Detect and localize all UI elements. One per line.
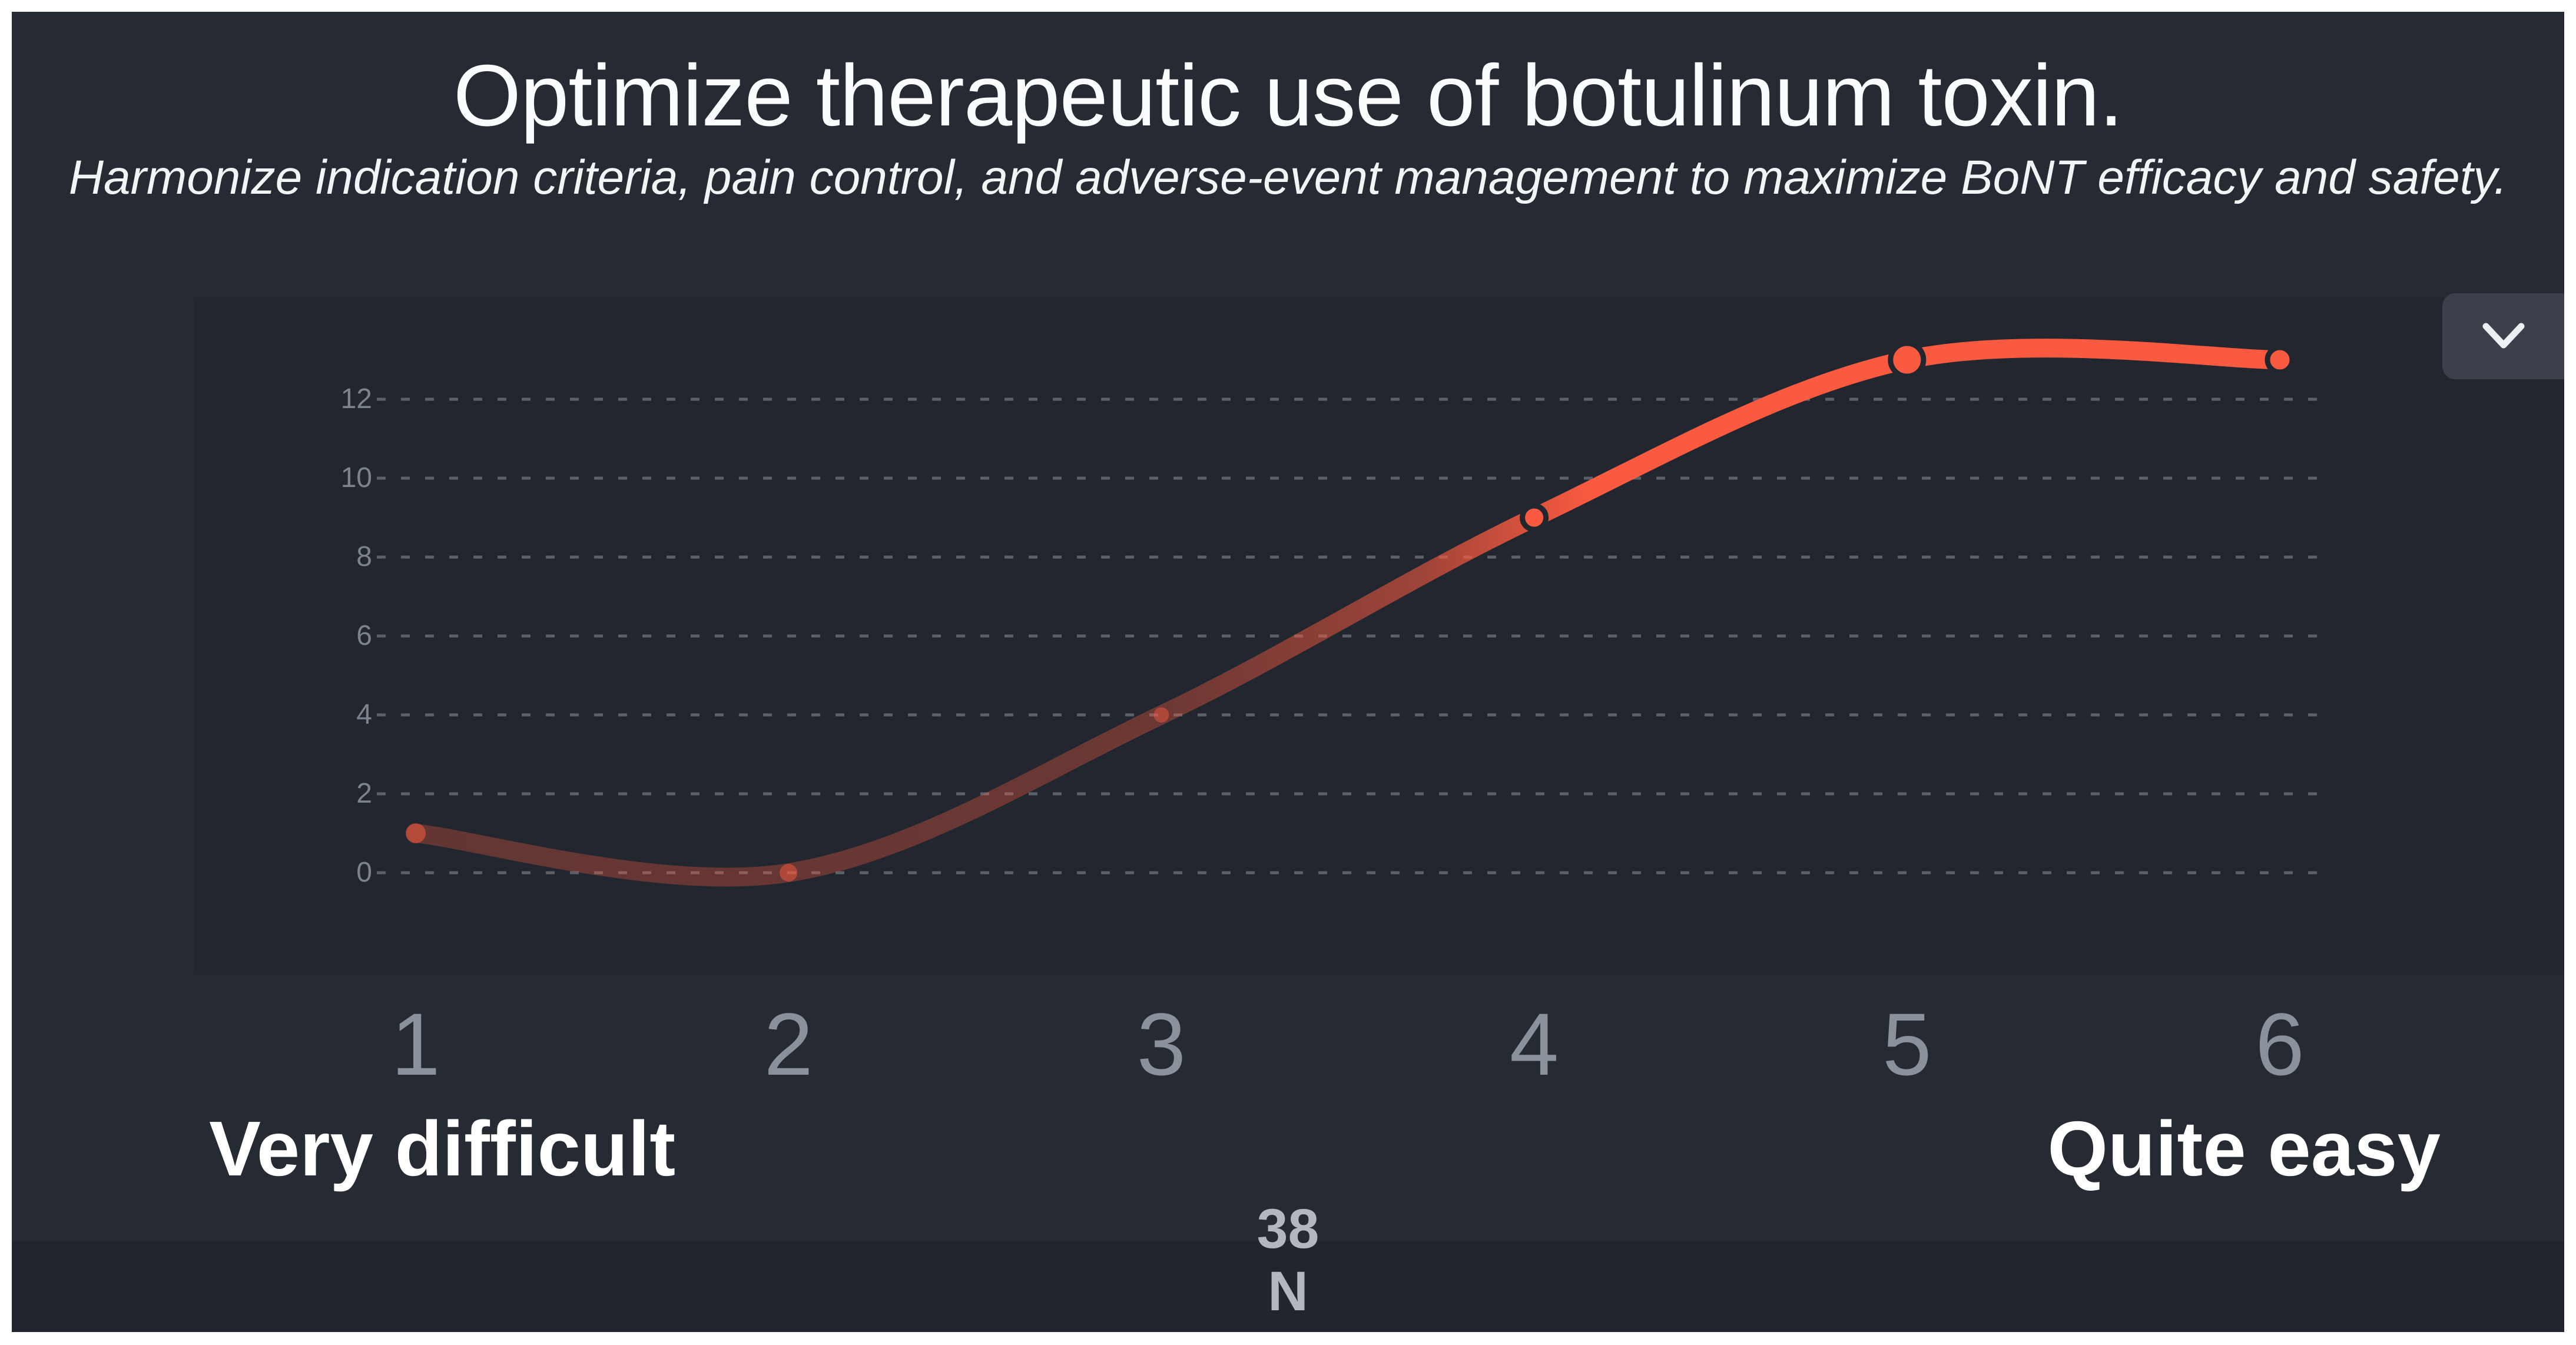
x-tick-label: 4: [1509, 995, 1559, 1094]
data-point: [780, 864, 798, 882]
data-point: [2265, 344, 2295, 375]
scale-results-chart: [377, 339, 2329, 887]
y-tick-label: 0: [356, 857, 372, 888]
question-subtitle: Harmonize indication criteria, pain cont…: [68, 151, 2508, 204]
scale-anchor-min: Very difficult: [209, 1105, 676, 1192]
footer-shade: [12, 1241, 2564, 1332]
y-tick-label: 2: [356, 778, 372, 809]
collapse-results-button[interactable]: [2442, 293, 2564, 379]
y-tick-label: 8: [356, 541, 372, 572]
respondent-count: 38: [1256, 1198, 1320, 1260]
y-tick-label: 10: [340, 462, 372, 493]
y-tick-label: 12: [340, 383, 372, 415]
respondent-count-label: N: [1268, 1260, 1308, 1323]
x-tick-label: 6: [2255, 995, 2305, 1094]
data-point: [406, 823, 426, 843]
data-point: [1153, 707, 1169, 723]
results-panel: Optimize therapeutic use of botulinum to…: [12, 12, 2564, 1332]
scale-anchor-max: Quite easy: [2047, 1105, 2441, 1192]
x-tick-label: 1: [391, 995, 440, 1094]
chevron-down-icon: [2481, 322, 2526, 351]
data-point: [1520, 503, 1549, 532]
x-tick-label: 2: [764, 995, 813, 1094]
data-point: [1888, 340, 1927, 379]
y-tick-label: 6: [356, 620, 372, 651]
x-tick-label: 5: [1882, 995, 1932, 1094]
results-line: [406, 339, 2289, 887]
question-title: Optimize therapeutic use of botulinum to…: [453, 47, 2123, 144]
y-tick-label: 4: [356, 699, 372, 730]
x-tick-label: 3: [1136, 995, 1186, 1094]
